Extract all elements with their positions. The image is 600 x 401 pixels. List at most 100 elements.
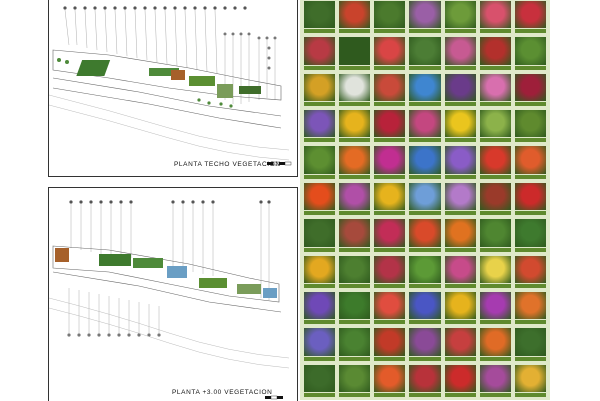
plant-caption-strip — [304, 65, 336, 70]
plant-tile — [374, 364, 406, 398]
plant-photo — [514, 364, 546, 392]
plant-tile — [444, 219, 476, 252]
plant-caption-strip — [479, 247, 511, 252]
plant-tile — [479, 364, 511, 398]
plant-tile — [409, 182, 441, 216]
plant-caption-strip — [339, 102, 371, 107]
plant-tile — [374, 219, 406, 252]
plant-photo — [374, 291, 406, 320]
plant-tile — [339, 255, 371, 289]
plant-tile — [479, 255, 511, 289]
plant-photo — [479, 182, 511, 211]
plant-tile — [514, 219, 546, 252]
plant-tile — [304, 182, 336, 216]
plant-tile — [514, 364, 546, 398]
plant-tile — [479, 110, 511, 143]
plant-caption-strip — [479, 65, 511, 70]
plant-caption-strip — [409, 356, 441, 361]
plant-photo — [479, 1, 511, 29]
plant-tile — [339, 73, 371, 107]
plant-photo — [479, 291, 511, 320]
plant-photo — [304, 182, 336, 211]
plant-caption-strip — [479, 283, 511, 288]
plant-photo — [339, 328, 371, 356]
plant-photo — [304, 364, 336, 392]
plant-photo — [374, 1, 406, 29]
plant-photo — [304, 110, 336, 138]
plant-tile — [444, 1, 476, 34]
plant-tile — [514, 73, 546, 107]
plant-caption-strip — [514, 356, 546, 361]
plant-tile — [339, 110, 371, 143]
plant-photo — [304, 219, 336, 247]
plant-tile — [374, 37, 406, 70]
plant-photo — [409, 364, 441, 392]
plant-caption-strip — [409, 211, 441, 216]
plant-caption-strip — [409, 392, 441, 397]
plant-caption-strip — [339, 29, 371, 34]
plant-tile — [339, 364, 371, 398]
plant-caption-strip — [444, 283, 476, 288]
plant-photo — [304, 255, 336, 283]
plant-photo — [374, 255, 406, 283]
plant-tile — [304, 291, 336, 325]
plant-photo — [339, 37, 371, 65]
plant-photo — [444, 37, 476, 65]
plant-caption-strip — [514, 283, 546, 288]
plant-tile — [479, 1, 511, 34]
plant-tile — [304, 110, 336, 143]
plant-caption-strip — [514, 65, 546, 70]
plant-catalog — [300, 0, 550, 400]
plant-tile — [444, 328, 476, 361]
plant-photo — [479, 73, 511, 102]
plant-tile — [304, 73, 336, 107]
plant-grid — [302, 0, 548, 400]
plant-photo — [374, 110, 406, 138]
plant-photo — [339, 364, 371, 392]
plant-photo — [444, 255, 476, 283]
plant-caption-strip — [374, 138, 406, 143]
plant-tile — [409, 146, 441, 179]
plant-photo — [409, 291, 441, 320]
plant-caption-strip — [304, 283, 336, 288]
plant-tile — [444, 110, 476, 143]
plant-caption-strip — [339, 356, 371, 361]
plant-caption-strip — [374, 320, 406, 325]
plant-tile — [479, 37, 511, 70]
plant-photo — [409, 219, 441, 247]
plant-photo — [304, 328, 336, 356]
plant-caption-strip — [444, 247, 476, 252]
plant-tile — [339, 182, 371, 216]
plant-photo — [514, 110, 546, 138]
plant-tile — [409, 255, 441, 289]
plant-tile — [409, 110, 441, 143]
plant-caption-strip — [339, 174, 371, 179]
plant-tile — [304, 37, 336, 70]
plant-photo — [479, 255, 511, 283]
plant-photo — [514, 146, 546, 174]
plant-tile — [409, 328, 441, 361]
plant-caption-strip — [514, 174, 546, 179]
plant-caption-strip — [444, 29, 476, 34]
plant-caption-strip — [374, 174, 406, 179]
plant-tile — [444, 255, 476, 289]
plant-caption-strip — [409, 283, 441, 288]
plant-tile — [374, 73, 406, 107]
plant-photo — [514, 255, 546, 283]
plant-photo — [304, 1, 336, 29]
plant-tile — [514, 37, 546, 70]
plant-tile — [479, 291, 511, 325]
plant-caption-strip — [374, 65, 406, 70]
plant-photo — [514, 73, 546, 102]
plan-level-vegetation: PLANTA +3.00 VEGETACION — [48, 187, 298, 401]
plant-tile — [409, 1, 441, 34]
plan-drawing-roof — [49, 6, 292, 166]
plant-photo — [479, 364, 511, 392]
plant-tile — [479, 73, 511, 107]
plant-tile — [304, 328, 336, 361]
plant-photo — [514, 182, 546, 211]
plant-caption-strip — [479, 29, 511, 34]
plant-caption-strip — [304, 211, 336, 216]
plant-tile — [304, 146, 336, 179]
plant-caption-strip — [514, 138, 546, 143]
